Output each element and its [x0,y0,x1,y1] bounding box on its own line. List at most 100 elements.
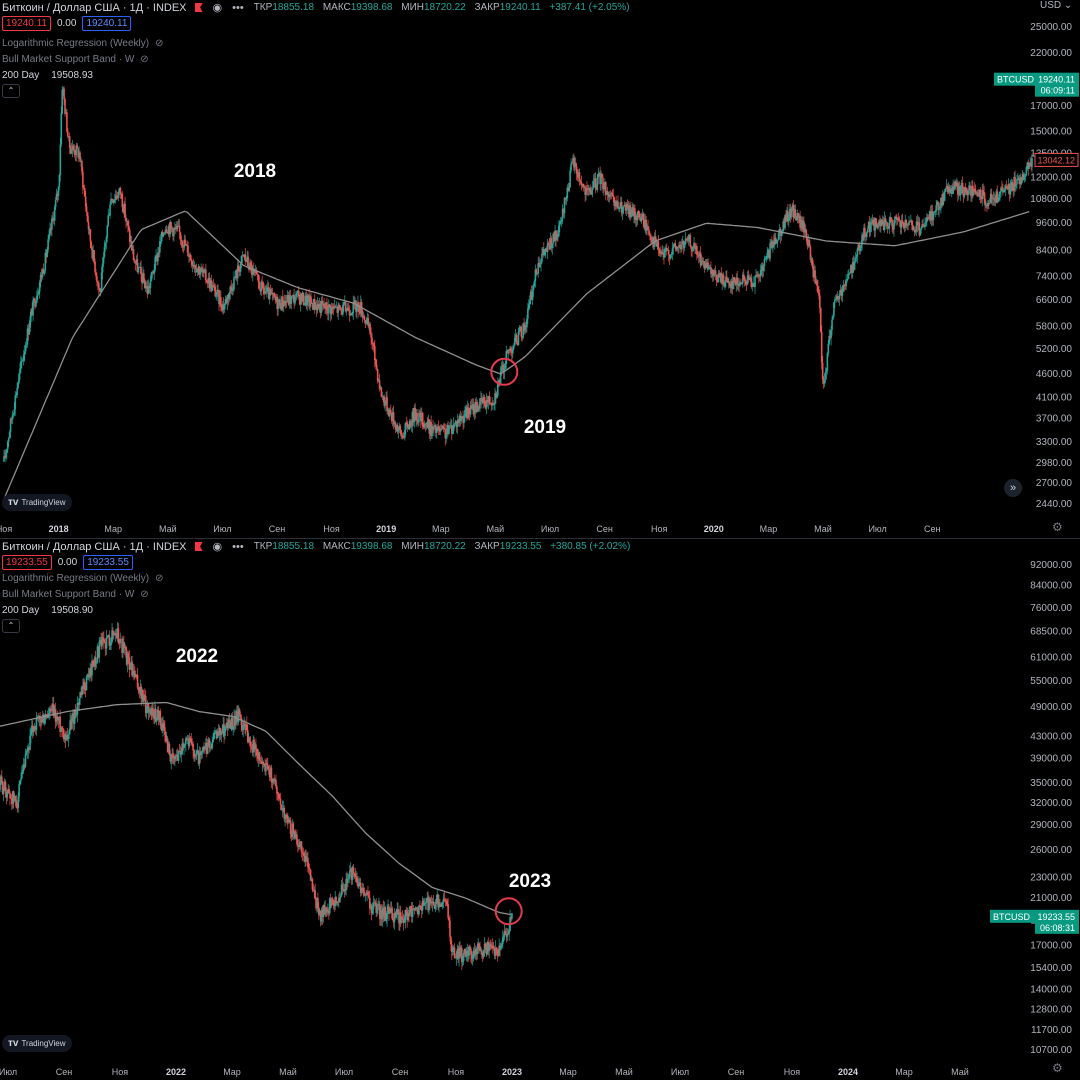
buy-button[interactable]: 19240.11 [82,16,132,31]
candle-body [430,901,432,904]
candle-body [1008,184,1011,195]
flag-icon[interactable] [194,3,203,12]
candle-body [120,193,123,195]
candle-body [416,412,418,421]
x-tick-label: Сен [392,1067,409,1077]
candle-body [951,188,954,194]
candle-body [491,945,493,948]
candle-body [695,245,697,250]
collapse-legend-button[interactable]: ⌃ [2,84,20,98]
candle-body [334,306,337,308]
scroll-to-realtime-button[interactable]: » [1004,479,1022,497]
candle-body [545,248,548,253]
flag-icon[interactable] [194,542,203,551]
candle-body [68,730,71,735]
candle-body [341,308,343,315]
candle-body [387,906,389,912]
tradingview-logo[interactable]: ᴛᴠ TradingView [2,494,72,511]
candle-body [258,752,261,761]
candle-body [784,215,786,228]
candle-body [543,251,546,256]
candle-body [826,353,829,371]
y-tick-label: 4100.00 [1036,393,1073,404]
candle-body [477,943,480,950]
symbol-title[interactable]: Биткоин / Доллар США · 1Д · INDEX [2,1,187,14]
candle-body [52,217,54,219]
chart-panel-top[interactable]: 2440.00 2700.00 2980.00 3300.00 3700.00 4100.… [0,0,1080,538]
sell-button[interactable]: 19240.11 [2,16,51,31]
y-tick-label: 12000.00 [1030,172,1072,183]
sell-button[interactable]: 19233.55 [2,555,52,570]
eye-icon[interactable]: ◉ [212,2,223,14]
candle-body [809,246,812,260]
candle-body [510,348,512,352]
ma-legend[interactable]: 200 Day 19508.90 [2,605,93,616]
chart-panel-bottom[interactable]: 10700.00 11700.00 12800.00 14000.00 15400.00… [0,538,1080,1080]
tradingview-logo[interactable]: ᴛᴠ TradingView [2,1035,72,1052]
indicator-legend-1[interactable]: Logarithmic Regression (Weekly) ⊘ [2,38,164,49]
symbol-title[interactable]: Биткоин / Доллар США · 1Д · INDEX [2,540,187,553]
candle-body [352,301,355,313]
indicator-legend-2[interactable]: Bull Market Support Band · W ⊘ [2,54,149,65]
candle-body [426,897,428,899]
candle-body [431,426,433,436]
candle-body [648,229,650,235]
candle-body [788,208,791,218]
candle-body [9,418,12,433]
eye-hidden-icon[interactable]: ⊘ [140,54,149,65]
candle-body [73,710,76,724]
candle-body [738,284,740,286]
candle-body [117,192,120,199]
candle-body [771,241,773,248]
chart-canvas-top[interactable]: 2440.002700.002980.003300.003700.004100.… [0,0,1080,538]
eye-icon[interactable]: ◉ [212,541,223,553]
more-icon[interactable]: ••• [232,540,244,553]
candle-body [756,275,758,277]
candle-body [127,220,129,226]
buy-button[interactable]: 19233.55 [83,555,133,570]
candle-body [426,423,429,429]
candle-body [78,152,80,158]
settings-gear-icon[interactable]: ⚙ [1052,1061,1063,1075]
candle-body [395,912,398,918]
eye-hidden-icon[interactable]: ⊘ [155,573,164,584]
candle-body [656,241,659,247]
candle-body [157,709,160,721]
y-tick-label: 76000.00 [1030,603,1072,614]
ma-legend[interactable]: 200 Day 19508.93 [2,70,93,81]
currency-selector[interactable]: USD ⌄ [1040,0,1073,11]
indicator-legend-2[interactable]: Bull Market Support Band · W ⊘ [2,589,149,600]
candle-body [438,428,441,432]
candle-body [333,306,336,309]
candle-body [284,817,286,819]
candle-body [411,908,414,917]
candle-body [753,283,755,287]
candle-body [1000,187,1002,192]
candle-body [396,424,399,432]
eye-hidden-icon[interactable]: ⊘ [155,38,164,49]
candle-body [59,144,62,175]
candle-body [350,868,353,880]
chart-canvas-bottom[interactable]: 10700.0011700.0012800.0014000.0015400.00… [0,539,1080,1080]
collapse-legend-button[interactable]: ⌃ [2,619,20,633]
candle-body [364,320,367,324]
indicator-legend-1[interactable]: Logarithmic Regression (Weekly) ⊘ [2,573,164,584]
candle-body [388,906,390,914]
candle-body [410,906,412,909]
y-tick-label: 68500.00 [1030,626,1072,637]
candle-body [357,302,359,306]
candle-body [198,266,201,275]
candle-body [291,823,294,838]
candle-body [474,948,477,956]
candle-body [215,294,217,297]
candle-body [107,635,110,637]
settings-gear-icon[interactable]: ⚙ [1052,520,1063,534]
candle-body [318,907,320,915]
more-icon[interactable]: ••• [232,1,244,14]
candle-body [596,177,599,190]
candle-body [158,252,160,254]
candle-body [349,313,352,316]
eye-hidden-icon[interactable]: ⊘ [140,589,149,600]
candle-body [834,299,836,303]
candle-body [278,299,280,303]
